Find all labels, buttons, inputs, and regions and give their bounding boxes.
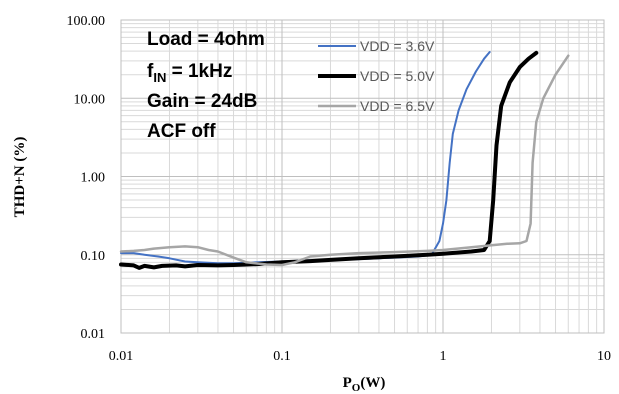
x-tick-label: 10 [597, 349, 611, 364]
series-line-3 [119, 54, 570, 267]
series-lines [119, 50, 570, 270]
legend-label-3: VDD = 6.5V [360, 98, 435, 114]
y-tick-label: 0.01 [81, 327, 106, 342]
x-tick-label: 0.1 [273, 349, 291, 364]
x-axis-label-main: P [343, 375, 352, 391]
x-axis-label-unit: (W) [360, 375, 385, 391]
y-tick-label: 0.10 [81, 249, 106, 264]
annotation-frequency: fIN = 1kHz [147, 61, 232, 85]
legend-label-2: VDD = 5.0V [360, 68, 435, 84]
y-tick-label: 100.00 [67, 14, 106, 29]
test-conditions-annotation: Load = 4ohm fIN = 1kHz Gain = 24dB ACF o… [147, 29, 265, 142]
annotation-frequency-value: = 1kHz [166, 61, 232, 82]
annotation-load: Load = 4ohm [147, 29, 265, 50]
x-axis-label-sub: O [352, 382, 361, 394]
y-tick-label: 10.00 [74, 92, 106, 107]
x-tick-label: 0.01 [109, 349, 134, 364]
annotation-acf: ACF off [147, 121, 216, 142]
plot-area-frame [120, 19, 605, 334]
legend-label-1: VDD = 3.6V [360, 38, 435, 54]
x-tick-label: 1 [440, 349, 447, 364]
legend: VDD = 3.6V VDD = 5.0V VDD = 6.5V [318, 38, 435, 114]
annotation-gain: Gain = 24dB [147, 91, 257, 112]
series-line-2 [119, 50, 539, 270]
x-axis-tick-labels: 0.01 0.1 1 10 [109, 349, 611, 364]
x-axis-label: PO(W) [343, 375, 386, 394]
y-tick-label: 1.00 [81, 171, 106, 186]
annotation-frequency-sub: IN [153, 70, 166, 85]
annotation-frequency-symbol: f [147, 61, 154, 82]
y-axis-label: THD+N (%) [12, 137, 28, 218]
y-axis-tick-labels: 0.01 0.10 1.00 10.00 100.00 [67, 14, 106, 342]
